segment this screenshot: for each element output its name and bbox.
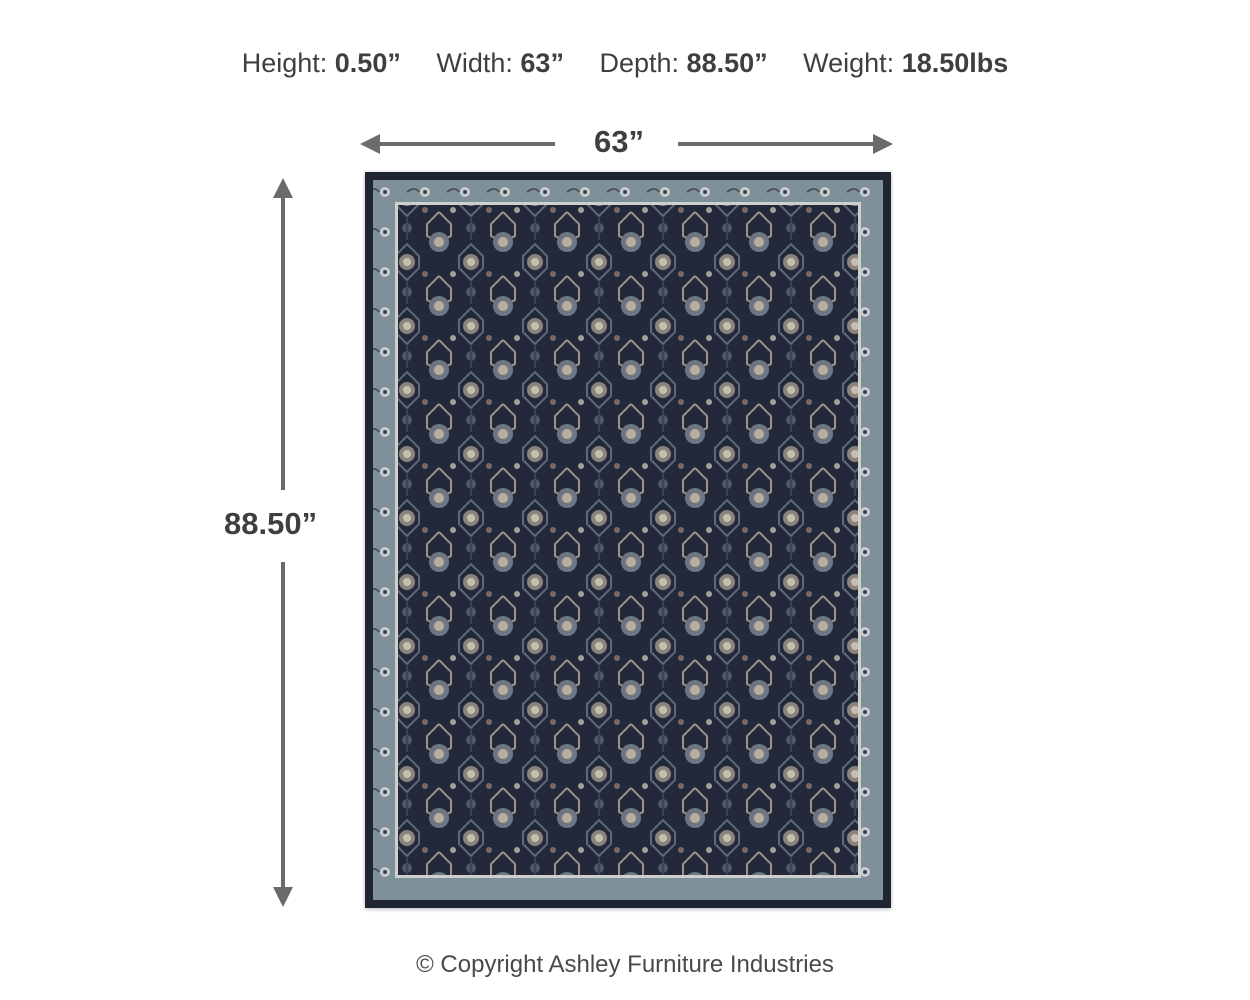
spec-label: Width: bbox=[436, 48, 513, 78]
spec-height: Height: 0.50” bbox=[242, 48, 401, 79]
spec-value: 63” bbox=[520, 48, 564, 78]
width-arrow-icon bbox=[360, 134, 893, 154]
width-label: 63” bbox=[594, 124, 644, 159]
copyright-text: © Copyright Ashley Furniture Industries bbox=[416, 951, 834, 978]
height-arrow-icon bbox=[273, 178, 293, 907]
spec-weight: Weight: 18.50lbs bbox=[803, 48, 1008, 79]
height-label: 88.50” bbox=[224, 506, 318, 541]
spec-label: Weight: bbox=[803, 48, 895, 78]
rug-image bbox=[365, 172, 891, 908]
spec-value: 18.50lbs bbox=[901, 48, 1009, 78]
spec-value: 0.50” bbox=[334, 48, 401, 78]
spec-value: 88.50” bbox=[686, 48, 768, 78]
spec-depth: Depth: 88.50” bbox=[599, 48, 767, 79]
spec-label: Depth: bbox=[599, 48, 680, 78]
spec-label: Height: bbox=[241, 48, 328, 78]
spec-bar: Height: 0.50” Width: 63” Depth: 88.50” W… bbox=[0, 48, 1250, 79]
spec-width: Width: 63” bbox=[436, 48, 564, 79]
